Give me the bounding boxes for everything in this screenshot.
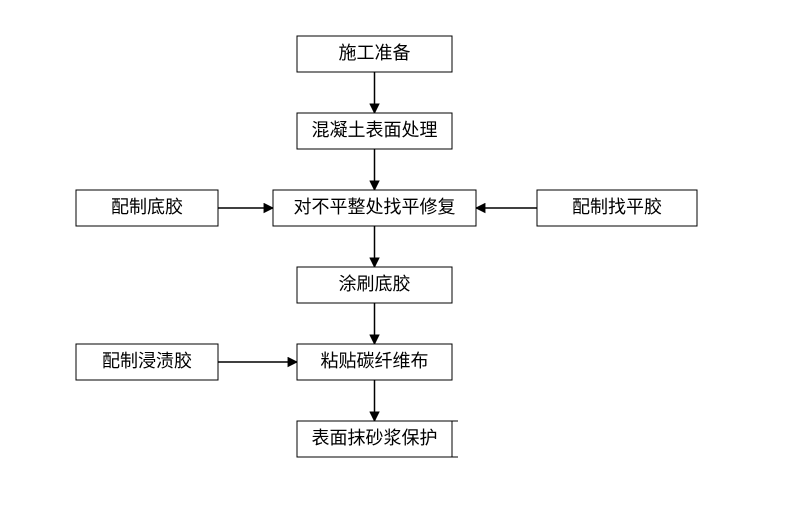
node-label: 配制底胶 (111, 197, 183, 217)
node-label: 施工准备 (339, 43, 411, 63)
flow-node-n3: 对不平整处找平修复 (273, 190, 476, 226)
flowchart: 施工准备混凝土表面处理对不平整处找平修复 配制底胶 配制找平胶涂刷底胶粘贴碳纤维布 配… (0, 0, 800, 530)
node-label: 混凝土表面处理 (312, 120, 438, 140)
flow-node-n2: 混凝土表面处理 (297, 113, 452, 149)
flow-node-n6: 表面抹砂浆保护 (297, 421, 458, 457)
flow-node-nR: 配制找平胶 (537, 190, 697, 226)
flow-node-nL2: 配制浸渍胶 (76, 344, 218, 380)
node-label: 表面抹砂浆保护 (312, 428, 438, 448)
flow-node-n5: 粘贴碳纤维布 (297, 344, 452, 380)
node-label: 配制浸渍胶 (102, 351, 192, 371)
node-label: 粘贴碳纤维布 (321, 351, 429, 371)
flow-node-n1: 施工准备 (297, 36, 452, 72)
node-label: 配制找平胶 (572, 197, 662, 217)
flow-node-nL: 配制底胶 (76, 190, 218, 226)
node-label: 对不平整处找平修复 (294, 197, 456, 217)
node-label: 涂刷底胶 (339, 274, 411, 294)
flow-node-n4: 涂刷底胶 (297, 267, 452, 303)
